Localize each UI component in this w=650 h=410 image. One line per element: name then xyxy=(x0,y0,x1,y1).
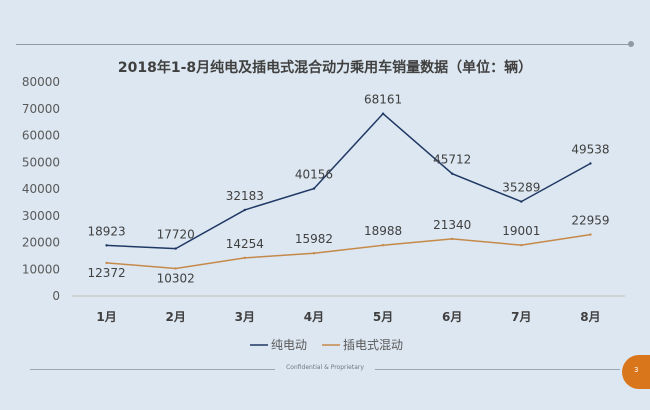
series-1-point xyxy=(450,172,454,175)
series-1-point xyxy=(312,187,316,190)
series-1-data-label: 49538 xyxy=(571,142,609,156)
series-1-data-label: 68161 xyxy=(364,93,402,107)
x-tick-label: 1月 xyxy=(96,310,116,324)
legend-label-2: 插电式混动 xyxy=(343,338,403,352)
series-2-point xyxy=(450,237,454,241)
series-2-point xyxy=(520,243,523,247)
series-1-point xyxy=(589,162,592,165)
page-number: 3 xyxy=(634,366,639,374)
series-2-data-label: 15982 xyxy=(295,232,333,246)
x-tick-label: 2月 xyxy=(166,310,186,324)
y-axis: 0 10000 20000 30000 40000 50000 60000 70000 8000… xyxy=(22,75,60,303)
series-1-point xyxy=(174,247,177,250)
y-tick-label: 80000 xyxy=(22,75,60,89)
series-1-data-label: 17720 xyxy=(157,228,195,242)
series-1-data-label: 45712 xyxy=(433,153,471,167)
series-2-data-label: 22959 xyxy=(571,214,609,228)
y-tick-label: 30000 xyxy=(22,209,60,223)
data-labels: 18923 17720 32183 40156 68161 45712 35289 49538… xyxy=(87,93,609,286)
series-2-data-label: 19001 xyxy=(502,224,540,238)
title-divider xyxy=(16,44,634,45)
y-tick-label: 20000 xyxy=(22,236,60,250)
legend: 纯电动 插电式混动 xyxy=(250,338,403,352)
series-line-2 xyxy=(106,233,591,270)
x-tick-label: 3月 xyxy=(235,310,255,324)
series-2-point xyxy=(312,252,316,255)
series-1-data-label: 35289 xyxy=(502,181,540,195)
footer-line-left xyxy=(30,369,275,370)
series-2-point xyxy=(243,256,247,260)
series-1-data-label: 32183 xyxy=(226,189,264,203)
series-2-point xyxy=(589,233,592,236)
x-tick-label: 4月 xyxy=(304,310,324,324)
series-2-data-label: 14254 xyxy=(226,237,264,251)
series-2-data-label: 21340 xyxy=(433,218,471,232)
series-1-data-label: 40156 xyxy=(295,168,333,182)
series-1-point xyxy=(381,112,385,115)
series-2-data-label: 12372 xyxy=(87,266,125,280)
series-2-data-label: 18988 xyxy=(364,224,402,238)
footer-line-right xyxy=(375,369,620,370)
series-2-point xyxy=(174,267,177,270)
series-2-point xyxy=(381,244,385,247)
x-tick-label: 5月 xyxy=(373,310,393,324)
footer-text: Confidential & Proprietary xyxy=(286,364,364,371)
title-divider-dot xyxy=(628,41,634,47)
y-tick-label: 70000 xyxy=(22,102,60,116)
y-tick-label: 60000 xyxy=(22,129,60,143)
x-tick-label: 8月 xyxy=(580,310,600,324)
series-2-data-label: 10302 xyxy=(157,271,195,285)
x-tick-label: 6月 xyxy=(442,310,462,324)
x-axis: 1月 2月 3月 4月 5月 6月 7月 8月 xyxy=(72,295,625,324)
series-1-point xyxy=(105,244,108,247)
series-1-point xyxy=(243,208,247,212)
chart-title: 2018年1-8月纯电及插电式混合动力乘用车销量数据（单位：辆） xyxy=(118,59,532,76)
series-2-point xyxy=(105,261,108,265)
page-number-badge xyxy=(622,355,650,389)
y-tick-label: 10000 xyxy=(22,262,60,276)
series-1-point xyxy=(520,200,523,203)
series-layer xyxy=(105,112,592,270)
y-tick-label: 50000 xyxy=(22,155,60,169)
legend-label-1: 纯电动 xyxy=(271,338,307,352)
x-tick-label: 7月 xyxy=(511,310,531,324)
series-1-data-label: 18923 xyxy=(87,224,125,238)
y-tick-label: 0 xyxy=(52,289,60,303)
y-tick-label: 40000 xyxy=(22,182,60,196)
series-line-1 xyxy=(106,112,591,250)
